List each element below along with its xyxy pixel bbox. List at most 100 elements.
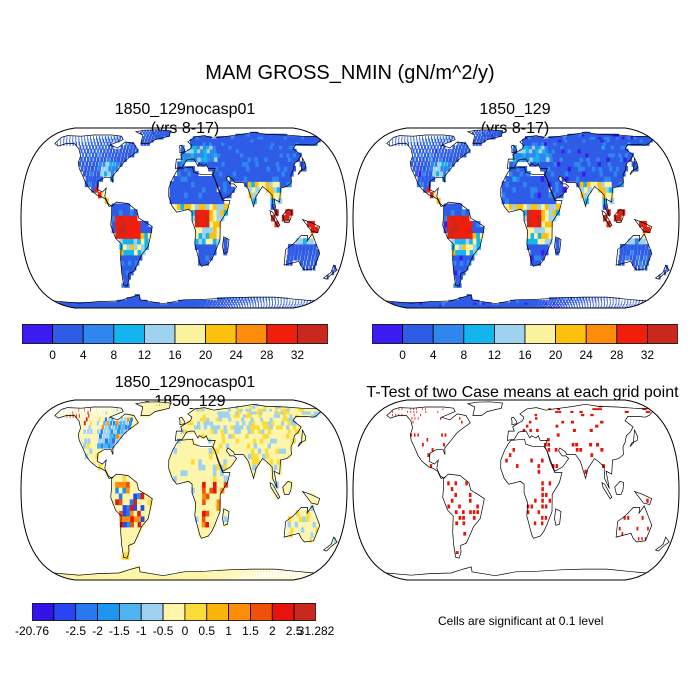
- grid-cell: [227, 464, 232, 471]
- grid-cell: [115, 574, 122, 577]
- grid-cell: [111, 492, 116, 500]
- grid-cell: [281, 428, 287, 434]
- grid-cell: [132, 297, 138, 301]
- grid-cell: [115, 475, 120, 482]
- grid-cell: [395, 138, 397, 143]
- grid-cell: [198, 238, 203, 245]
- colorbar-swatch: [235, 324, 268, 344]
- grid-cell: [638, 302, 640, 305]
- grid-cell: [257, 448, 263, 454]
- grid-cell: [231, 408, 236, 412]
- grid-cell: [216, 481, 221, 488]
- grid-cell: [223, 577, 226, 580]
- grid-cell: [192, 304, 196, 307]
- grid-cell: [222, 145, 227, 150]
- grid-cell: [151, 403, 154, 407]
- grid-cell: [209, 209, 214, 216]
- grid-cell: [177, 170, 181, 177]
- grid-cell: [462, 238, 467, 245]
- grid-cell: [294, 304, 295, 307]
- grid-cell: [428, 148, 431, 154]
- grid-cell: [410, 410, 412, 413]
- grid-cell: [108, 138, 111, 143]
- grid-cell: [243, 448, 249, 454]
- grid-cell: [153, 131, 157, 135]
- grid-cell: [612, 304, 613, 307]
- grid-cell: [82, 161, 85, 167]
- grid-cell: [453, 152, 457, 158]
- grid-cell: [225, 299, 228, 303]
- grid-cell: [193, 148, 198, 154]
- grid-cell: [153, 304, 159, 307]
- grid-cell: [212, 574, 215, 577]
- grid-cell: [569, 305, 570, 308]
- grid-cell: [215, 442, 220, 449]
- grid-cell: [595, 305, 597, 308]
- grid-cell: [454, 209, 459, 216]
- grid-cell: [285, 481, 290, 488]
- grid-cell: [273, 458, 278, 465]
- grid-cell: [85, 433, 89, 439]
- grid-cell: [627, 238, 632, 245]
- grid-cell: [196, 141, 201, 146]
- grid-cell: [203, 152, 209, 158]
- grid-cell: [540, 176, 545, 182]
- grid-cell: [251, 148, 258, 154]
- grid-cell: [422, 138, 424, 143]
- grid-cell: [608, 152, 614, 158]
- grid-cell: [255, 577, 257, 580]
- grid-cell: [95, 181, 99, 188]
- coastline-borneo: [282, 208, 293, 223]
- grid-cell: [91, 141, 93, 146]
- grid-cell: [264, 420, 271, 426]
- grid-cell: [554, 136, 559, 140]
- grid-cell: [131, 265, 137, 271]
- grid-cell: [232, 420, 238, 426]
- grid-cell: [176, 464, 181, 471]
- grid-cell: [574, 305, 576, 308]
- grid-cell: [247, 304, 249, 307]
- grid-cell: [421, 176, 425, 182]
- grid-cell: [205, 226, 210, 234]
- grid-cell: [595, 408, 599, 411]
- grid-cell: [140, 232, 145, 239]
- grid-cell: [247, 181, 253, 188]
- grid-cell: [615, 141, 622, 146]
- coastline-northamerica: [386, 406, 471, 479]
- grid-cell: [428, 136, 430, 140]
- grid-cell: [287, 577, 289, 580]
- grid-cell: [419, 148, 422, 154]
- grid-cell: [232, 438, 237, 444]
- grid-cell: [566, 145, 572, 150]
- grid-cell: [273, 141, 280, 146]
- grid-cell: [546, 161, 551, 167]
- grid-cell: [234, 577, 236, 580]
- grid-cell: [461, 226, 466, 234]
- grid-cell: [305, 537, 309, 543]
- grid-cell: [266, 458, 271, 465]
- grid-cell: [212, 232, 217, 239]
- grid-cell: [167, 304, 172, 307]
- grid-cell: [561, 138, 567, 143]
- grid-cell: [589, 170, 594, 177]
- grid-cell: [75, 413, 77, 418]
- grid-cell: [535, 304, 538, 307]
- grid-cell: [464, 148, 468, 154]
- grid-cell: [410, 161, 414, 167]
- grid-cell: [583, 299, 585, 303]
- grid-cell: [438, 141, 441, 146]
- grid-cell: [103, 148, 106, 154]
- grid-cell: [133, 577, 139, 580]
- grid-cell: [85, 152, 88, 158]
- grid-cell: [198, 453, 203, 460]
- grid-cell: [210, 428, 216, 434]
- grid-cell: [198, 408, 203, 412]
- coastline-northamerica: [54, 406, 139, 479]
- grid-cell: [523, 203, 528, 210]
- grid-cell: [256, 417, 263, 422]
- grid-cell: [236, 442, 241, 449]
- grid-cell: [592, 305, 594, 308]
- grid-cell: [192, 571, 196, 575]
- grid-cell: [285, 215, 290, 222]
- coastline-southamerica: [442, 473, 485, 559]
